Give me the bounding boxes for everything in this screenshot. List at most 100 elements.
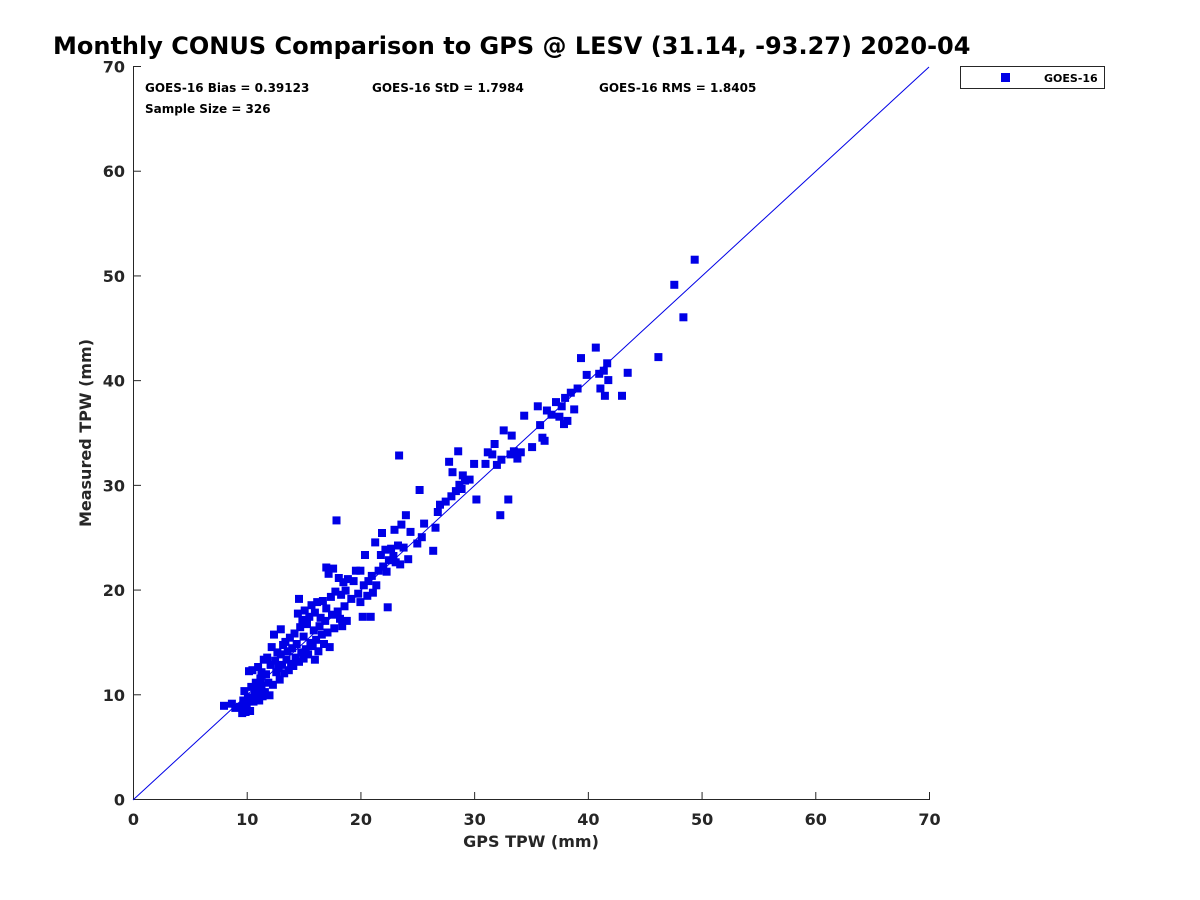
data-point	[248, 666, 257, 675]
data-point	[563, 416, 572, 425]
data-point	[457, 485, 466, 493]
data-point	[387, 544, 396, 553]
data-point	[331, 587, 340, 596]
data-point	[329, 564, 338, 573]
data-point	[249, 697, 258, 706]
data-point	[263, 653, 272, 662]
y-tick-label: 40	[103, 372, 125, 391]
data-point	[566, 388, 575, 397]
data-point	[282, 655, 291, 664]
data-point	[333, 607, 342, 616]
data-point	[679, 313, 688, 322]
data-point	[240, 687, 249, 696]
data-point	[257, 668, 266, 677]
stat-sample-size: Sample Size = 326	[145, 102, 271, 116]
data-point	[227, 699, 236, 708]
data-point	[461, 476, 469, 485]
data-point	[472, 495, 481, 504]
data-point	[341, 586, 350, 595]
data-point	[573, 384, 582, 393]
y-tick-label: 50	[103, 267, 125, 286]
data-point	[465, 475, 474, 484]
data-point	[361, 551, 369, 559]
data-point	[289, 662, 298, 670]
data-point	[429, 546, 438, 555]
data-point	[276, 650, 285, 659]
x-tick-label: 40	[577, 810, 599, 829]
data-point	[488, 450, 497, 459]
data-point	[313, 598, 322, 607]
stat-std: GOES-16 StD = 1.7984	[372, 81, 524, 95]
data-point	[354, 589, 363, 598]
data-point	[285, 633, 294, 642]
data-point	[552, 398, 560, 407]
axes: 0 10 20 30 40 50 60 70 0 10 20 30 40 50 60 70	[103, 58, 941, 830]
data-point	[296, 623, 305, 632]
x-tick-label: 30	[464, 810, 486, 829]
data-point	[504, 495, 513, 504]
data-point	[295, 594, 303, 603]
data-point	[304, 650, 313, 659]
data-point	[339, 578, 348, 587]
data-point	[265, 691, 274, 700]
data-point	[299, 654, 308, 663]
data-point	[272, 668, 281, 677]
data-point	[555, 412, 564, 421]
data-point	[334, 574, 343, 582]
data-point	[481, 459, 490, 468]
data-point	[324, 569, 333, 578]
data-point	[254, 663, 263, 671]
data-point	[328, 610, 336, 619]
data-point	[417, 533, 426, 542]
data-point	[310, 608, 319, 617]
data-point	[305, 612, 314, 621]
data-point	[322, 563, 331, 572]
x-axis-label: GPS TPW (mm)	[463, 832, 599, 851]
data-point	[283, 647, 292, 656]
data-point	[308, 642, 317, 651]
data-point	[378, 529, 386, 537]
data-point	[533, 402, 542, 411]
x-tick-label: 50	[691, 810, 713, 829]
x-tick-label: 60	[805, 810, 827, 829]
data-point	[570, 405, 579, 414]
data-point	[413, 539, 422, 548]
data-point	[384, 556, 393, 565]
data-point	[528, 443, 537, 452]
data-point	[496, 511, 505, 520]
data-point	[376, 551, 385, 559]
data-point	[654, 353, 663, 362]
data-point	[623, 368, 632, 377]
data-point	[278, 660, 286, 669]
y-axis-label: Measured TPW (mm)	[76, 339, 95, 527]
data-point	[330, 624, 339, 633]
data-point	[231, 703, 240, 712]
data-point	[492, 460, 501, 469]
chart-title: Monthly CONUS Comparison to GPS @ LESV (…	[53, 32, 970, 60]
data-point	[445, 457, 454, 466]
data-point	[451, 487, 460, 496]
data-point	[290, 629, 299, 638]
data-point	[536, 421, 545, 430]
data-point	[599, 366, 608, 375]
data-point	[322, 604, 331, 613]
data-point	[337, 590, 346, 599]
y-tick-label: 60	[103, 162, 125, 181]
data-point	[301, 645, 310, 654]
data-point	[260, 688, 269, 697]
data-point	[239, 696, 248, 705]
data-point	[275, 675, 284, 684]
data-point	[317, 630, 326, 639]
legend-marker-goes16	[1001, 73, 1010, 82]
data-point	[347, 594, 356, 603]
data-point	[266, 660, 275, 669]
y-tick-label: 30	[103, 476, 125, 495]
data-point	[454, 447, 463, 456]
data-point	[582, 370, 591, 379]
data-point	[561, 393, 570, 402]
data-point	[470, 459, 479, 468]
data-point	[247, 682, 256, 691]
data-point	[618, 391, 626, 400]
x-tick-label: 0	[128, 810, 139, 829]
